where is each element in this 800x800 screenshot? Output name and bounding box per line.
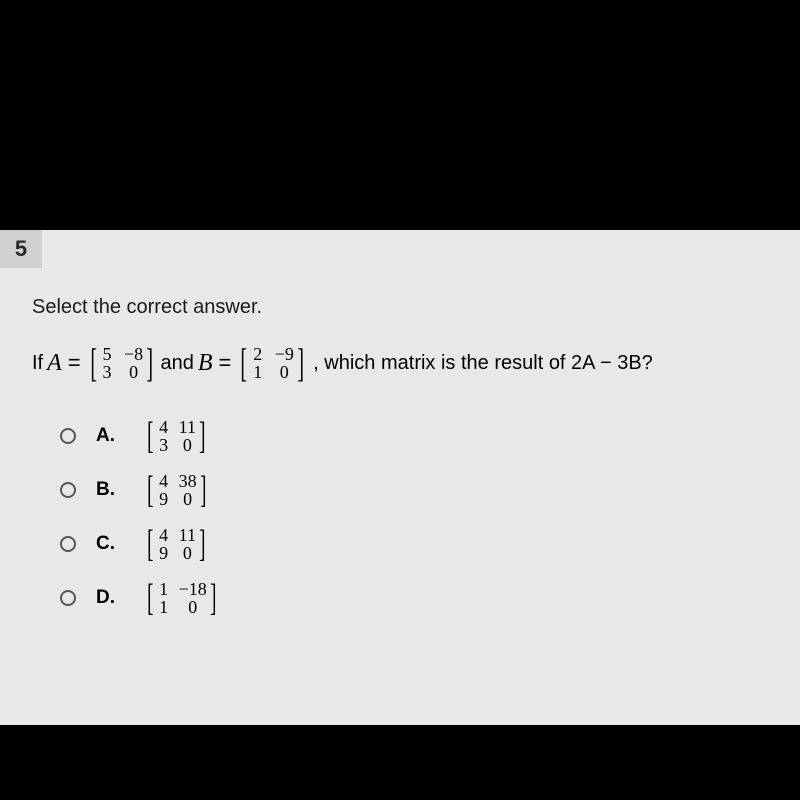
left-bracket-icon: [ bbox=[147, 530, 153, 558]
matrix-cell: 0 bbox=[179, 598, 207, 616]
option-c-matrix: [ 4 11 9 0 ] bbox=[144, 526, 209, 562]
left-bracket-icon: [ bbox=[147, 584, 153, 612]
option-b[interactable]: B. [ 4 38 9 0 ] bbox=[60, 472, 219, 508]
matrix-b-cell: 2 bbox=[251, 345, 265, 363]
matrix-a-cell: 0 bbox=[124, 363, 143, 381]
option-a-matrix: [ 4 11 3 0 ] bbox=[144, 418, 209, 454]
left-bracket-icon: [ bbox=[147, 476, 153, 504]
matrix-b-cell: 1 bbox=[251, 363, 265, 381]
option-letter: B. bbox=[96, 479, 124, 501]
matrix-a: [ 5 −8 3 0 ] bbox=[87, 345, 157, 381]
option-a[interactable]: A. [ 4 11 3 0 ] bbox=[60, 418, 219, 454]
matrix-b-cell: −9 bbox=[275, 345, 294, 363]
equation-conjunction: and bbox=[160, 352, 193, 375]
matrix-cell: 11 bbox=[179, 526, 196, 544]
matrix-cell: 3 bbox=[157, 436, 171, 454]
matrix-a-cell: −8 bbox=[124, 345, 143, 363]
equation-suffix: , which matrix is the result of 2A − 3B? bbox=[313, 352, 653, 375]
matrix-cell: 0 bbox=[179, 490, 197, 508]
option-c[interactable]: C. [ 4 11 9 0 ] bbox=[60, 526, 219, 562]
equals-sign-a: = bbox=[68, 350, 81, 376]
option-letter: A. bbox=[96, 425, 124, 447]
matrix-a-cell: 5 bbox=[100, 345, 114, 363]
left-bracket-icon: [ bbox=[147, 422, 153, 450]
option-letter: C. bbox=[96, 533, 124, 555]
matrix-a-cell: 3 bbox=[100, 363, 114, 381]
option-d-matrix: [ 1 −18 1 0 ] bbox=[144, 580, 219, 616]
right-bracket-icon: ] bbox=[297, 348, 304, 378]
matrix-cell: 1 bbox=[157, 598, 171, 616]
equation-prefix: If bbox=[32, 352, 43, 375]
options-list: A. [ 4 11 3 0 ] B. [ 4 38 9 bbox=[60, 418, 219, 616]
equation-line: If A = [ 5 −8 3 0 ] and B = [ 2 −9 1 0 ] bbox=[32, 345, 653, 381]
matrix-cell: −18 bbox=[179, 580, 207, 598]
right-bracket-icon: ] bbox=[199, 422, 205, 450]
right-bracket-icon: ] bbox=[210, 584, 216, 612]
matrix-cell: 11 bbox=[179, 418, 196, 436]
matrix-cell: 4 bbox=[157, 418, 171, 436]
matrix-cell: 4 bbox=[157, 472, 171, 490]
question-panel: 5 Select the correct answer. If A = [ 5 … bbox=[0, 230, 800, 725]
left-bracket-icon: [ bbox=[241, 348, 248, 378]
matrix-b: [ 2 −9 1 0 ] bbox=[237, 345, 307, 381]
option-d[interactable]: D. [ 1 −18 1 0 ] bbox=[60, 580, 219, 616]
matrix-cell: 1 bbox=[157, 580, 171, 598]
equals-sign-b: = bbox=[219, 350, 232, 376]
matrix-cell: 0 bbox=[179, 436, 196, 454]
matrix-cell: 9 bbox=[157, 544, 171, 562]
matrix-b-cell: 0 bbox=[275, 363, 294, 381]
right-bracket-icon: ] bbox=[200, 476, 206, 504]
var-a: A bbox=[47, 350, 62, 377]
prompt-text: Select the correct answer. bbox=[32, 296, 262, 319]
question-number-text: 5 bbox=[15, 236, 27, 262]
var-b: B bbox=[198, 350, 213, 377]
option-b-matrix: [ 4 38 9 0 ] bbox=[144, 472, 209, 508]
radio-icon[interactable] bbox=[60, 482, 76, 498]
option-letter: D. bbox=[96, 587, 124, 609]
matrix-cell: 9 bbox=[157, 490, 171, 508]
radio-icon[interactable] bbox=[60, 536, 76, 552]
radio-icon[interactable] bbox=[60, 590, 76, 606]
radio-icon[interactable] bbox=[60, 428, 76, 444]
left-bracket-icon: [ bbox=[90, 348, 97, 378]
matrix-cell: 4 bbox=[157, 526, 171, 544]
question-number-badge: 5 bbox=[0, 230, 42, 268]
matrix-cell: 38 bbox=[179, 472, 197, 490]
matrix-cell: 0 bbox=[179, 544, 196, 562]
right-bracket-icon: ] bbox=[146, 348, 153, 378]
right-bracket-icon: ] bbox=[199, 530, 205, 558]
